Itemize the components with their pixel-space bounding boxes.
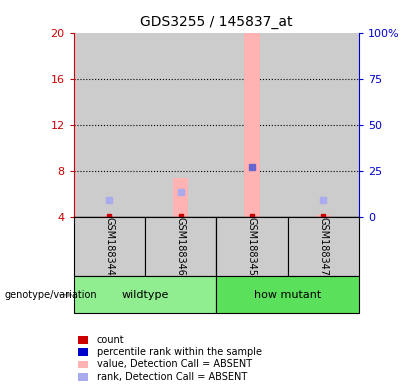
Bar bbox=[288, 217, 359, 276]
Bar bbox=[216, 217, 288, 276]
Text: rank, Detection Call = ABSENT: rank, Detection Call = ABSENT bbox=[97, 372, 247, 382]
Text: GSM188346: GSM188346 bbox=[176, 217, 186, 276]
Title: GDS3255 / 145837_at: GDS3255 / 145837_at bbox=[140, 15, 293, 29]
Bar bbox=[216, 33, 288, 217]
Bar bbox=[74, 217, 145, 276]
Bar bbox=[315, 215, 331, 217]
Bar bbox=[145, 217, 216, 276]
Text: how mutant: how mutant bbox=[254, 290, 321, 300]
Text: GSM188345: GSM188345 bbox=[247, 217, 257, 276]
Text: wildtype: wildtype bbox=[121, 290, 168, 300]
Bar bbox=[244, 33, 260, 217]
Bar bbox=[288, 33, 359, 217]
Text: genotype/variation: genotype/variation bbox=[4, 290, 97, 300]
Text: value, Detection Call = ABSENT: value, Detection Call = ABSENT bbox=[97, 359, 252, 369]
Bar bbox=[145, 33, 216, 217]
Bar bbox=[173, 178, 189, 217]
Bar bbox=[74, 33, 145, 217]
Text: count: count bbox=[97, 335, 124, 345]
Text: GSM188344: GSM188344 bbox=[104, 217, 114, 276]
Bar bbox=[101, 216, 117, 217]
Bar bbox=[216, 276, 359, 313]
Bar bbox=[74, 276, 216, 313]
Text: percentile rank within the sample: percentile rank within the sample bbox=[97, 347, 262, 357]
Text: GSM188347: GSM188347 bbox=[318, 217, 328, 276]
